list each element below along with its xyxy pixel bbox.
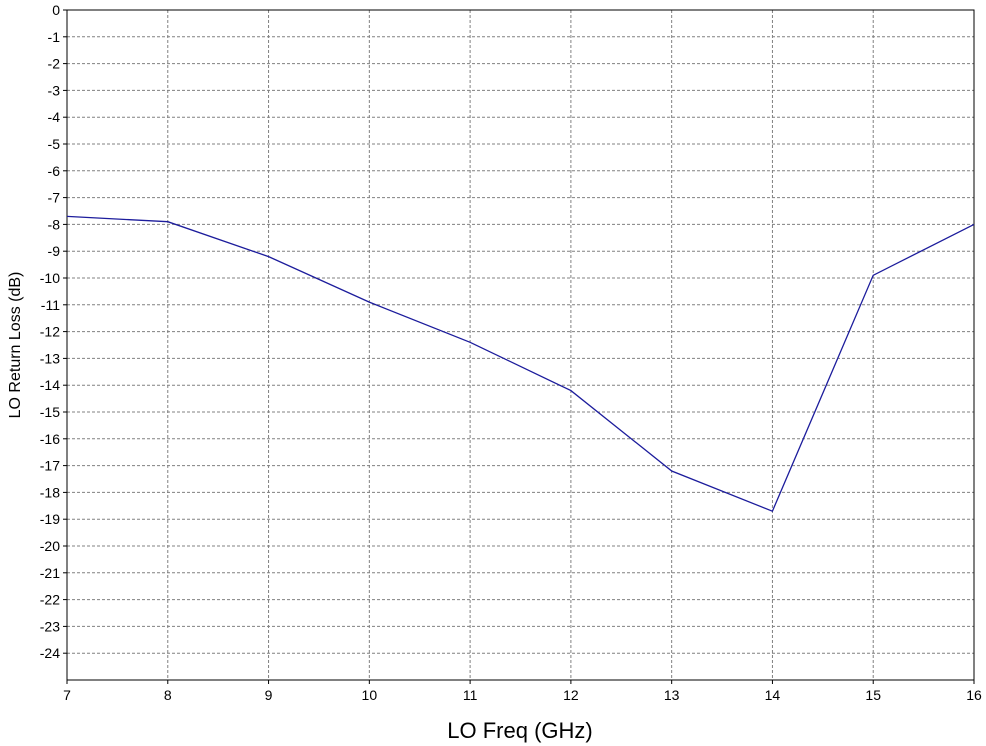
x-tick-label: 16 bbox=[966, 687, 982, 703]
y-tick-label: -18 bbox=[40, 484, 60, 500]
x-tick-label: 9 bbox=[265, 687, 273, 703]
y-tick-label: -24 bbox=[40, 645, 60, 661]
y-tick-label: -3 bbox=[48, 82, 61, 98]
y-tick-label: -7 bbox=[48, 190, 61, 206]
y-tick-label: -5 bbox=[48, 136, 61, 152]
y-tick-label: -22 bbox=[40, 592, 60, 608]
x-tick-label: 13 bbox=[664, 687, 680, 703]
y-tick-label: 0 bbox=[52, 2, 60, 18]
y-tick-label: -15 bbox=[40, 404, 60, 420]
series bbox=[66, 215, 975, 513]
y-tick-label: -13 bbox=[40, 350, 60, 366]
y-tick-label: -20 bbox=[40, 538, 60, 554]
series-line-0 bbox=[66, 215, 975, 513]
x-tick-label: 7 bbox=[63, 687, 71, 703]
grid bbox=[67, 10, 974, 680]
y-axis-title: LO Return Loss (dB) bbox=[7, 272, 24, 419]
x-tick-label: 8 bbox=[164, 687, 172, 703]
y-tick-label: -10 bbox=[40, 270, 60, 286]
x-axis-title: LO Freq (GHz) bbox=[447, 718, 592, 743]
y-tick-label: -1 bbox=[48, 29, 61, 45]
x-tick-label: 10 bbox=[362, 687, 378, 703]
y-tick-label: -8 bbox=[48, 216, 61, 232]
y-tick-label: -14 bbox=[40, 377, 60, 393]
y-tick-label: -2 bbox=[48, 56, 61, 72]
y-tick-label: -4 bbox=[48, 109, 61, 125]
y-tick-label: -9 bbox=[48, 243, 61, 259]
y-tick-label: -21 bbox=[40, 565, 60, 581]
x-tick-label: 11 bbox=[463, 687, 478, 703]
y-axis: 0 -1 -2 -3 -4 -5 -6 -7 -8 -9 -10 -11 -12 -13 -14 -15 -16… bbox=[40, 2, 67, 661]
x-tick-label: 14 bbox=[765, 687, 781, 703]
y-tick-label: -23 bbox=[40, 618, 60, 634]
x-axis: 7 8 9 10 11 12 13 14 15 16 bbox=[63, 680, 982, 703]
x-tick-label: 12 bbox=[563, 687, 579, 703]
y-tick-label: -19 bbox=[40, 511, 60, 527]
x-tick-label: 15 bbox=[865, 687, 881, 703]
y-tick-label: -6 bbox=[48, 163, 61, 179]
y-tick-label: -11 bbox=[41, 297, 60, 313]
y-tick-label: -12 bbox=[40, 324, 60, 340]
y-tick-label: -16 bbox=[40, 431, 60, 447]
plot-frame bbox=[66, 9, 975, 681]
y-tick-label: -17 bbox=[40, 458, 60, 474]
